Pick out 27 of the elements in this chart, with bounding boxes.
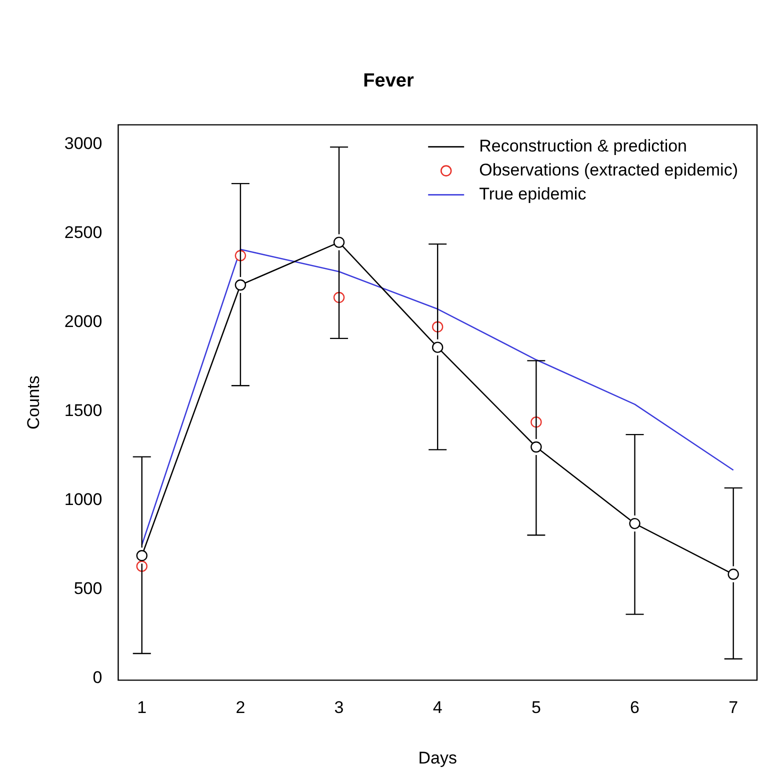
y-tick-label: 500	[74, 579, 102, 598]
y-tick-label: 2500	[64, 223, 102, 242]
point	[234, 279, 246, 291]
point	[136, 550, 148, 562]
legend-label: Observations (extracted epidemic)	[479, 160, 738, 180]
x-tick-label: 4	[432, 698, 442, 718]
y-tick-label: 2000	[64, 312, 102, 332]
x-tick-label: 3	[334, 698, 344, 718]
y-tick-label: 1000	[64, 490, 102, 510]
point	[333, 236, 345, 248]
point	[629, 518, 640, 530]
chart-title: Fever	[363, 70, 414, 92]
x-tick-label: 6	[630, 698, 640, 718]
point	[432, 342, 444, 353]
x-tick-label: 5	[531, 698, 541, 718]
legend-label: Reconstruction & prediction	[479, 136, 688, 156]
x-tick-label: 1	[137, 698, 147, 718]
x-axis-title: Days	[418, 748, 457, 768]
y-axis-title: Counts	[24, 376, 43, 430]
x-tick-label: 7	[728, 698, 738, 718]
legend-label: True epidemic	[479, 184, 587, 204]
point	[530, 441, 542, 453]
x-tick-label: 2	[236, 698, 246, 718]
y-tick-label: 0	[92, 668, 102, 688]
y-tick-label: 3000	[64, 134, 102, 154]
point	[728, 568, 739, 580]
y-tick-label: 1500	[64, 401, 102, 420]
